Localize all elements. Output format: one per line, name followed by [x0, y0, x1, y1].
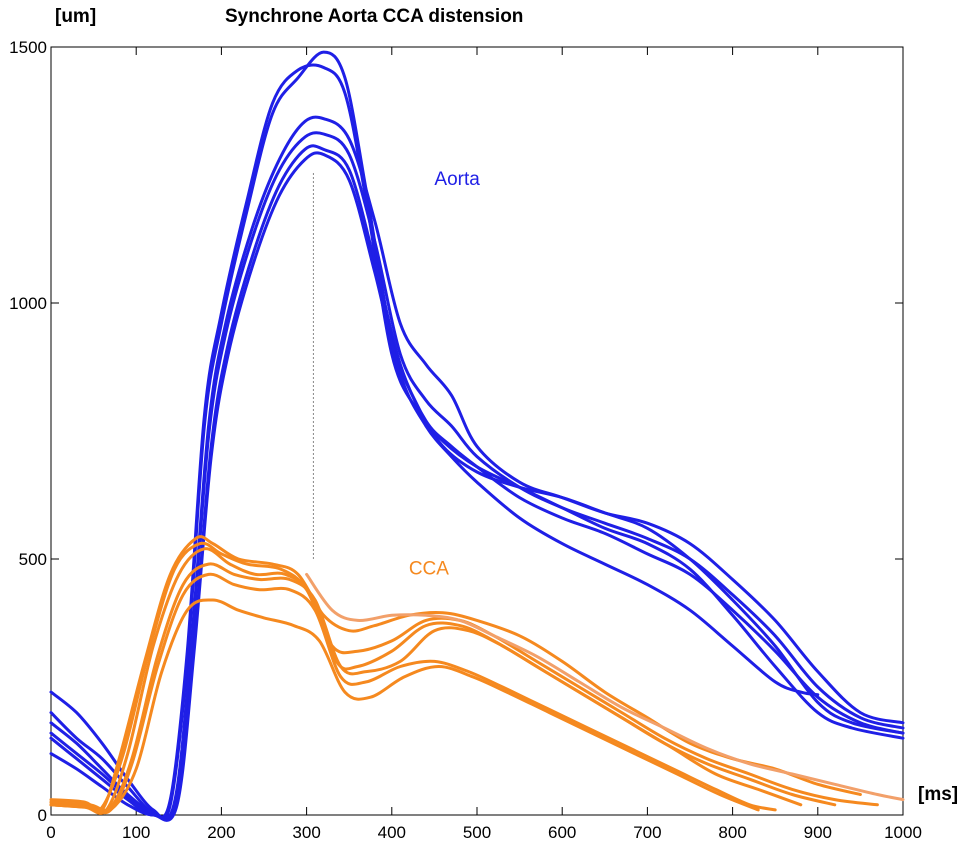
series-group [49, 50, 905, 822]
axis-ticks: 0 100 200 300 400 500 600 700 800 900 1000 0 500 1000… [9, 38, 922, 842]
aorta-series-line [49, 131, 905, 821]
chart-title: Synchrone Aorta CCA distension [225, 6, 523, 27]
cca-series-line [49, 572, 777, 815]
x-axis-unit: [ms] [918, 784, 958, 805]
y-tick-label: 1500 [9, 38, 47, 57]
x-tick-label: 1000 [884, 823, 922, 842]
x-tick-label: 0 [46, 823, 55, 842]
x-tick-label: 800 [718, 823, 746, 842]
aorta-series-line [49, 151, 820, 822]
y-tick-label: 0 [38, 806, 47, 825]
x-tick-label: 900 [804, 823, 832, 842]
plot-area [50, 46, 904, 816]
x-tick-label: 300 [292, 823, 320, 842]
x-tick-label: 400 [378, 823, 406, 842]
x-tick-label: 700 [633, 823, 661, 842]
x-tick-label: 500 [463, 823, 491, 842]
cca-series-line [49, 562, 803, 812]
cca-series-line [49, 541, 879, 813]
y-tick-label: 500 [19, 550, 47, 569]
y-axis-unit: [um] [55, 6, 96, 27]
cca_light-series-line [305, 572, 905, 802]
aorta-series-label: Aorta [434, 169, 480, 190]
cca-series-line [49, 535, 862, 814]
cca-series-label: CCA [409, 558, 449, 579]
cca-series-line [49, 598, 760, 814]
series-labels: Aorta CCA [409, 169, 480, 579]
y-tick-label: 1000 [9, 294, 47, 313]
x-tick-label: 600 [548, 823, 576, 842]
aorta-series-line [49, 63, 905, 819]
x-tick-label: 200 [207, 823, 235, 842]
x-tick-label: 100 [122, 823, 150, 842]
